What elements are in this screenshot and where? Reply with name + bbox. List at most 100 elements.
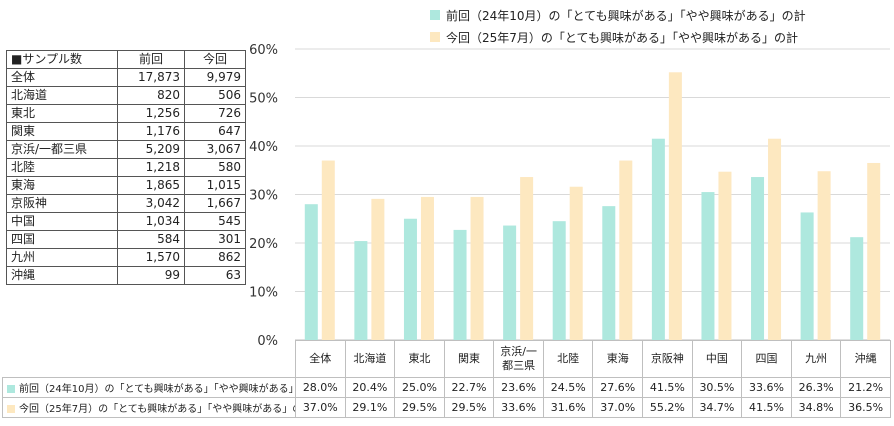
table-corner xyxy=(2,340,296,378)
bar-curr xyxy=(619,160,633,340)
bar-prev xyxy=(403,218,417,340)
data-label: 33.6% xyxy=(493,397,544,418)
sample-table-header-cell: 前回 xyxy=(117,50,185,69)
category-label: 四国 xyxy=(741,340,792,378)
sample-table-row: 北陸 1,218 580 xyxy=(6,158,246,177)
bar-prev xyxy=(850,237,864,340)
sample-table-row: 四国 584 301 xyxy=(6,230,246,249)
data-label: 31.6% xyxy=(542,397,594,418)
sample-table-cell: 沖縄 xyxy=(6,266,118,285)
data-label: 34.7% xyxy=(691,397,743,418)
bar-prev xyxy=(602,206,616,340)
data-label: 26.3% xyxy=(790,377,842,398)
sample-size-table: ■サンプル数 前回 今回 全体 17,873 9,979 北海道 820 506 東北 1,256 7… xyxy=(6,50,246,285)
bar-curr xyxy=(768,138,782,340)
sample-table-row: 全体 17,873 9,979 xyxy=(6,68,246,87)
series-swatch xyxy=(7,405,15,413)
legend-label-prev: 前回（24年10月）の「とても興味がある」「やや興味がある」の計 xyxy=(446,8,806,23)
sample-table-cell: 820 xyxy=(117,86,185,105)
data-label: 33.6% xyxy=(741,377,792,398)
data-label: 20.4% xyxy=(344,377,396,398)
y-tick-label: 20% xyxy=(249,237,278,252)
sample-table-header-cell: ■サンプル数 xyxy=(6,50,118,69)
sample-table-cell: 17,873 xyxy=(117,68,185,87)
sample-table-row: 沖縄 99 63 xyxy=(6,266,246,285)
data-label: 36.5% xyxy=(840,397,891,418)
bar-prev xyxy=(701,192,715,340)
sample-table-cell: 京阪神 xyxy=(6,194,118,213)
data-label: 29.5% xyxy=(443,397,495,418)
sample-table-cell: 9,979 xyxy=(184,68,246,87)
category-label: 関東 xyxy=(443,340,495,378)
sample-table-cell: 関東 xyxy=(6,122,118,141)
bar-curr xyxy=(470,196,484,340)
series-name: 今回（25年7月）の「とても興味がある」「やや興味がある」の計 xyxy=(2,397,296,418)
bar-curr xyxy=(668,72,682,340)
data-label: 55.2% xyxy=(642,397,693,418)
data-label: 28.0% xyxy=(295,377,346,398)
bar-curr xyxy=(321,160,335,340)
bar-prev xyxy=(751,177,765,340)
y-tick-label: 10% xyxy=(249,286,278,301)
y-tick-label: 30% xyxy=(249,189,278,204)
chart-data-table: 全体 北海道 東北 関東 京浜/一 都三県 北陸 東海 京阪神 中国 四国 九州 沖縄前回（24年10月… xyxy=(2,340,891,418)
category-label: 中国 xyxy=(691,340,743,378)
legend-swatch-curr xyxy=(430,32,440,42)
data-label: 34.8% xyxy=(790,397,842,418)
series-name-label: 今回（25年7月）の「とても興味がある」「やや興味がある」の計 xyxy=(19,404,296,415)
bar-prev xyxy=(800,212,814,340)
sample-table-cell: 1,667 xyxy=(184,194,246,213)
data-label: 41.5% xyxy=(642,377,693,398)
bar-curr xyxy=(371,198,385,340)
data-label: 29.5% xyxy=(394,397,445,418)
category-label: 全体 xyxy=(295,340,346,378)
sample-table-cell: 545 xyxy=(184,212,246,231)
category-label: 北海道 xyxy=(344,340,396,378)
sample-table-cell: 99 xyxy=(117,266,185,285)
bar-curr xyxy=(520,177,534,340)
legend-item-prev: 前回（24年10月）の「とても興味がある」「やや興味がある」の計 xyxy=(430,4,890,26)
data-label: 22.7% xyxy=(443,377,495,398)
category-label: 京浜/一 都三県 xyxy=(493,340,544,378)
bar-curr xyxy=(420,196,434,340)
data-label: 37.0% xyxy=(592,397,644,418)
data-label: 29.1% xyxy=(344,397,396,418)
y-tick-label: 50% xyxy=(249,92,278,107)
bar-curr xyxy=(817,171,831,340)
series-name-label: 前回（24年10月）の「とても興味がある」「やや興味がある」の計 xyxy=(19,384,296,395)
category-label: 北陸 xyxy=(542,340,594,378)
y-tick-label: 60% xyxy=(249,43,278,58)
sample-table-cell: 九州 xyxy=(6,248,118,267)
sample-table-cell: 全体 xyxy=(6,68,118,87)
data-label: 23.6% xyxy=(493,377,544,398)
legend-item-curr: 今回（25年7月）の「とても興味がある」「やや興味がある」の計 xyxy=(430,26,890,48)
sample-table-cell: 5,209 xyxy=(117,140,185,159)
bar-prev xyxy=(651,138,665,340)
bar-prev xyxy=(354,241,368,340)
y-tick-label: 40% xyxy=(249,140,278,155)
category-label: 東北 xyxy=(394,340,445,378)
category-label: 九州 xyxy=(790,340,842,378)
data-label: 21.2% xyxy=(840,377,891,398)
data-label: 24.5% xyxy=(542,377,594,398)
sample-table-row: 中国 1,034 545 xyxy=(6,212,246,231)
series-row-curr: 今回（25年7月）の「とても興味がある」「やや興味がある」の計 37.0% 29.1… xyxy=(2,397,891,418)
data-label: 27.6% xyxy=(592,377,644,398)
category-row: 全体 北海道 東北 関東 京浜/一 都三県 北陸 東海 京阪神 中国 四国 九州 沖縄 xyxy=(2,340,891,378)
sample-table-cell: 1,034 xyxy=(117,212,185,231)
bar-prev xyxy=(503,225,517,340)
data-label: 30.5% xyxy=(691,377,743,398)
bar-prev xyxy=(304,204,318,340)
bar-curr xyxy=(867,162,881,340)
chart-legend: 前回（24年10月）の「とても興味がある」「やや興味がある」の計 今回（25年7… xyxy=(430,4,890,48)
sample-table-header-cell: 今回 xyxy=(184,50,246,69)
category-label: 京阪神 xyxy=(642,340,693,378)
legend-label-curr: 今回（25年7月）の「とても興味がある」「やや興味がある」の計 xyxy=(446,30,798,45)
category-label: 東海 xyxy=(592,340,644,378)
sample-table-cell: 1,256 xyxy=(117,104,185,123)
data-label: 41.5% xyxy=(741,397,792,418)
legend-swatch-prev xyxy=(430,10,440,20)
bar-prev xyxy=(453,229,467,340)
bar-curr xyxy=(718,171,732,340)
